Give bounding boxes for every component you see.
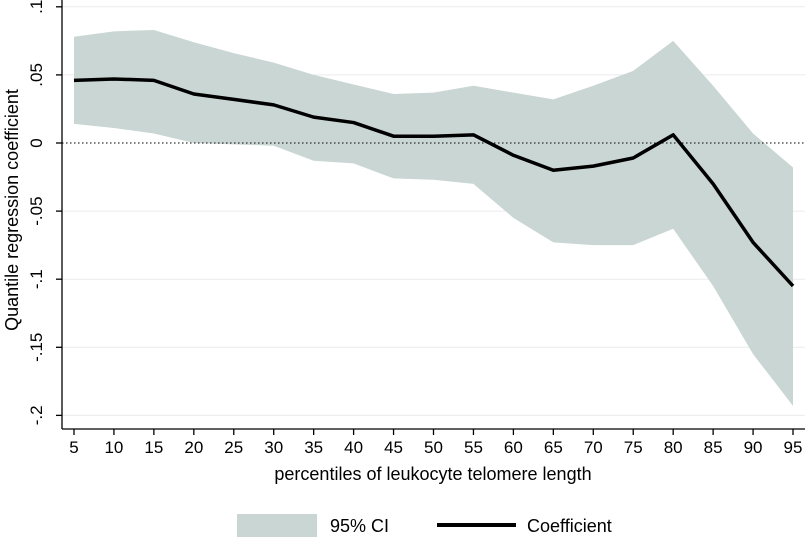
x-tick-label: 70 (584, 438, 603, 457)
ci-band-layer (73, 29, 794, 406)
y-tick-label: -.05 (27, 196, 46, 225)
x-tick-label: 95 (784, 438, 803, 457)
x-tick-label: 55 (464, 438, 483, 457)
ci-band (73, 29, 794, 406)
legend-label-ci: 95% CI (330, 516, 389, 536)
y-tick-label: 0 (27, 138, 46, 147)
x-tick-label: 75 (624, 438, 643, 457)
axes: .1 .05 0 -.05 -.1 -.15 -.2 5 10 15 20 25 30 35 40 45 50 5… (27, 0, 805, 457)
x-tick-label: 30 (264, 438, 283, 457)
x-tick-label: 50 (424, 438, 443, 457)
x-tick-label: 20 (184, 438, 203, 457)
x-tick-label: 90 (744, 438, 763, 457)
y-tick-label: -.1 (27, 269, 46, 289)
x-tick-label: 25 (224, 438, 243, 457)
x-axis-title: percentiles of leukocyte telomere length (274, 464, 591, 484)
x-tick-label: 5 (69, 438, 78, 457)
x-tick-label: 65 (544, 438, 563, 457)
y-tick-label: .05 (27, 63, 46, 87)
y-tick-label: -.15 (27, 333, 46, 362)
legend-label-coefficient: Coefficient (527, 516, 612, 536)
y-axis-title: Quantile regression coefficient (2, 89, 22, 331)
x-tick-label: 80 (664, 438, 683, 457)
x-tick-label: 40 (344, 438, 363, 457)
x-tick-label: 15 (144, 438, 163, 457)
x-tick-label: 45 (384, 438, 403, 457)
x-tick-label: 10 (104, 438, 123, 457)
y-tick-label: -.2 (27, 405, 46, 425)
legend-swatch-ci (237, 514, 317, 537)
coefficient-line-layer (73, 77, 795, 288)
x-tick-label: 85 (704, 438, 723, 457)
y-tick-label: .1 (27, 0, 46, 14)
x-tick-label: 35 (304, 438, 323, 457)
x-tick-label: 60 (504, 438, 523, 457)
legend: 95% CI Coefficient (237, 514, 612, 537)
